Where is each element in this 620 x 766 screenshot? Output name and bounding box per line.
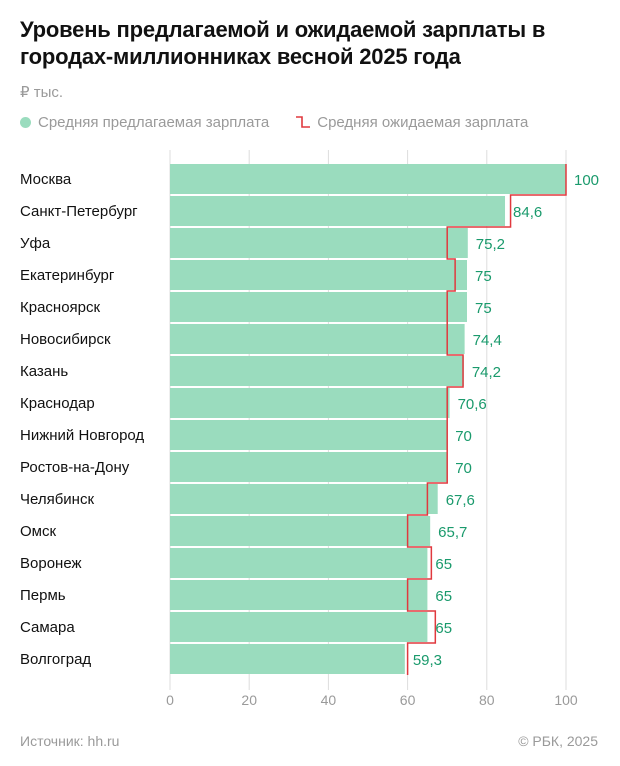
x-tick-label: 40 [321, 692, 337, 708]
category-label: Москва [20, 171, 72, 188]
legend-expected-label: Средняя ожидаемая зарплата [317, 113, 529, 131]
source-note: Источник: hh.ru [20, 733, 120, 749]
category-label: Казань [20, 363, 68, 380]
bar [170, 228, 468, 258]
value-label: 75 [475, 300, 492, 317]
category-label: Уфа [20, 235, 51, 252]
value-label: 59,3 [413, 652, 442, 669]
bar [170, 420, 448, 450]
x-tick-label: 100 [554, 692, 578, 708]
category-label: Челябинск [20, 491, 94, 508]
category-label: Новосибирск [20, 331, 111, 348]
legend-offered-label: Средняя предлагаемая зарплата [38, 113, 270, 131]
bar [170, 612, 428, 642]
category-label: Волгоград [20, 651, 91, 668]
bar [170, 452, 448, 482]
x-tick-label: 80 [479, 692, 495, 708]
value-label: 84,6 [513, 204, 542, 221]
unit-label: ₽ тыс. [20, 84, 64, 101]
value-label: 75 [475, 268, 492, 285]
category-label: Краснодар [20, 395, 95, 412]
value-label: 70,6 [458, 396, 487, 413]
legend: Средняя предлагаемая зарплата Средняя ож… [20, 111, 528, 133]
legend-expected-swatch [296, 116, 311, 128]
bar [170, 644, 405, 674]
bar [170, 388, 450, 418]
value-label: 67,6 [446, 492, 475, 509]
legend-offered-swatch [20, 116, 31, 128]
category-label: Ростов-на-Дону [20, 459, 130, 476]
bar [170, 196, 506, 226]
x-tick-label: 60 [400, 692, 416, 708]
category-label: Красноярск [20, 299, 101, 316]
value-label: 65,7 [438, 524, 467, 541]
bar [170, 484, 438, 514]
value-label: 100 [574, 172, 599, 189]
value-label: 74,4 [473, 332, 502, 349]
bar [170, 548, 428, 578]
category-label: Воронеж [20, 555, 82, 572]
value-label: 75,2 [476, 236, 505, 253]
x-tick-label: 20 [241, 692, 257, 708]
value-label: 65 [435, 588, 452, 605]
value-label: 70 [455, 460, 472, 477]
category-label: Пермь [20, 587, 66, 604]
category-label: Санкт-Петербург [20, 203, 138, 220]
bar [170, 580, 428, 610]
bar [170, 260, 467, 290]
value-label: 65 [435, 556, 452, 573]
category-label: Самара [20, 619, 75, 636]
value-label: 65 [435, 620, 452, 637]
category-label: Екатеринбург [20, 267, 115, 284]
x-tick-label: 0 [166, 692, 174, 708]
bar [170, 164, 566, 194]
bar [170, 516, 431, 546]
category-label: Омск [20, 523, 56, 540]
category-label: Нижний Новгород [20, 427, 144, 444]
bar [170, 292, 467, 322]
value-label: 74,2 [472, 364, 501, 381]
bar [170, 324, 465, 354]
chart-title: Уровень предлагаемой и ожидаемой зарплат… [20, 17, 546, 69]
bar [170, 356, 464, 386]
copyright: © РБК, 2025 [518, 733, 598, 749]
expected-salary-line [406, 164, 567, 675]
value-label: 70 [455, 428, 472, 445]
